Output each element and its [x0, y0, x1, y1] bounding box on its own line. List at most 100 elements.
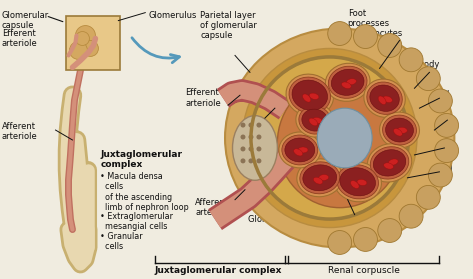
Ellipse shape — [233, 116, 277, 180]
Circle shape — [240, 134, 245, 140]
Text: Glomerular
capsule: Glomerular capsule — [2, 11, 49, 30]
Ellipse shape — [299, 106, 331, 134]
Text: • Extraglomerular
  mesangial cells: • Extraglomerular mesangial cells — [100, 212, 174, 231]
Ellipse shape — [397, 127, 407, 133]
Circle shape — [248, 134, 254, 140]
Ellipse shape — [325, 63, 370, 101]
Ellipse shape — [303, 94, 311, 102]
Circle shape — [378, 218, 402, 242]
Ellipse shape — [340, 168, 376, 196]
Text: Capsular
space: Capsular space — [250, 90, 287, 110]
Circle shape — [248, 122, 254, 128]
Ellipse shape — [285, 138, 315, 162]
Text: Efferent
arteriole: Efferent arteriole — [185, 88, 221, 108]
Circle shape — [328, 21, 351, 45]
Ellipse shape — [331, 69, 364, 95]
Circle shape — [248, 158, 254, 163]
Ellipse shape — [357, 179, 367, 186]
Ellipse shape — [346, 79, 356, 85]
Ellipse shape — [253, 58, 407, 218]
Circle shape — [416, 186, 440, 209]
Ellipse shape — [383, 96, 393, 103]
Circle shape — [399, 48, 423, 72]
Ellipse shape — [317, 108, 372, 168]
Text: Glomerulus: Glomerulus — [148, 11, 197, 20]
Text: Endothelial cell
of glomerular
capillary: Endothelial cell of glomerular capillary — [387, 164, 452, 194]
Ellipse shape — [282, 135, 318, 165]
Text: Juxtaglomerular
complex: Juxtaglomerular complex — [100, 150, 183, 169]
Ellipse shape — [309, 118, 318, 126]
Ellipse shape — [380, 112, 420, 148]
Circle shape — [353, 25, 377, 49]
Ellipse shape — [334, 162, 381, 202]
Ellipse shape — [300, 162, 340, 194]
Text: Lumens of
glomerular
capillaries: Lumens of glomerular capillaries — [387, 138, 434, 168]
Ellipse shape — [312, 117, 322, 124]
Ellipse shape — [289, 77, 331, 113]
Circle shape — [76, 32, 89, 45]
Ellipse shape — [394, 129, 403, 136]
Text: Proximal
tubule cell: Proximal tubule cell — [390, 110, 434, 129]
Ellipse shape — [368, 144, 412, 182]
Text: Afferent
arteriole: Afferent arteriole — [195, 198, 231, 217]
Text: Juxtaglomerular complex: Juxtaglomerular complex — [154, 266, 282, 275]
Ellipse shape — [385, 118, 413, 142]
Circle shape — [240, 146, 245, 151]
Ellipse shape — [383, 115, 416, 145]
Text: • Granular
  cells: • Granular cells — [100, 232, 143, 251]
Ellipse shape — [342, 82, 351, 88]
Ellipse shape — [277, 78, 402, 208]
Circle shape — [256, 134, 262, 140]
Circle shape — [248, 146, 254, 151]
Ellipse shape — [337, 165, 378, 199]
Circle shape — [435, 114, 458, 137]
Ellipse shape — [370, 85, 399, 111]
Circle shape — [429, 89, 452, 113]
Ellipse shape — [302, 109, 328, 131]
Ellipse shape — [364, 79, 405, 117]
Ellipse shape — [309, 93, 319, 99]
FancyBboxPatch shape — [65, 16, 120, 70]
Ellipse shape — [286, 74, 333, 116]
Text: Renal corpuscle: Renal corpuscle — [328, 266, 400, 275]
Ellipse shape — [367, 82, 403, 114]
Text: • Macula densa
  cells
  of the ascending
  limb of nephron loop: • Macula densa cells of the ascending li… — [100, 172, 189, 212]
Text: Foot
processes
of podocytes: Foot processes of podocytes — [348, 9, 402, 39]
Ellipse shape — [292, 80, 327, 110]
Ellipse shape — [378, 96, 386, 105]
Circle shape — [256, 122, 262, 128]
Ellipse shape — [303, 165, 337, 191]
Ellipse shape — [298, 147, 308, 153]
Ellipse shape — [350, 181, 359, 188]
Ellipse shape — [225, 28, 455, 247]
Circle shape — [82, 40, 98, 56]
Text: Podocyte cell body
(visceral layer): Podocyte cell body (visceral layer) — [359, 60, 439, 80]
Circle shape — [328, 230, 351, 254]
Circle shape — [240, 122, 245, 128]
Ellipse shape — [314, 177, 323, 184]
Ellipse shape — [296, 103, 333, 137]
Circle shape — [353, 227, 377, 251]
FancyArrowPatch shape — [132, 38, 179, 63]
Text: Glomerular mesangial
cells: Glomerular mesangial cells — [248, 215, 342, 234]
Text: Efferent
arteriole: Efferent arteriole — [2, 28, 37, 48]
Circle shape — [435, 139, 458, 163]
Circle shape — [256, 146, 262, 151]
Circle shape — [378, 33, 402, 57]
Ellipse shape — [243, 49, 417, 228]
Ellipse shape — [388, 159, 398, 165]
Ellipse shape — [294, 149, 303, 156]
Text: Parietal layer
of glomerular
capsule: Parietal layer of glomerular capsule — [200, 11, 257, 40]
Circle shape — [416, 67, 440, 91]
Circle shape — [256, 158, 262, 163]
Circle shape — [70, 42, 88, 59]
Ellipse shape — [319, 175, 329, 181]
Circle shape — [240, 158, 245, 163]
Ellipse shape — [279, 132, 321, 168]
Ellipse shape — [328, 66, 367, 98]
Ellipse shape — [373, 150, 406, 176]
Circle shape — [76, 26, 96, 45]
Circle shape — [399, 204, 423, 228]
Ellipse shape — [384, 163, 394, 169]
Ellipse shape — [297, 159, 342, 197]
